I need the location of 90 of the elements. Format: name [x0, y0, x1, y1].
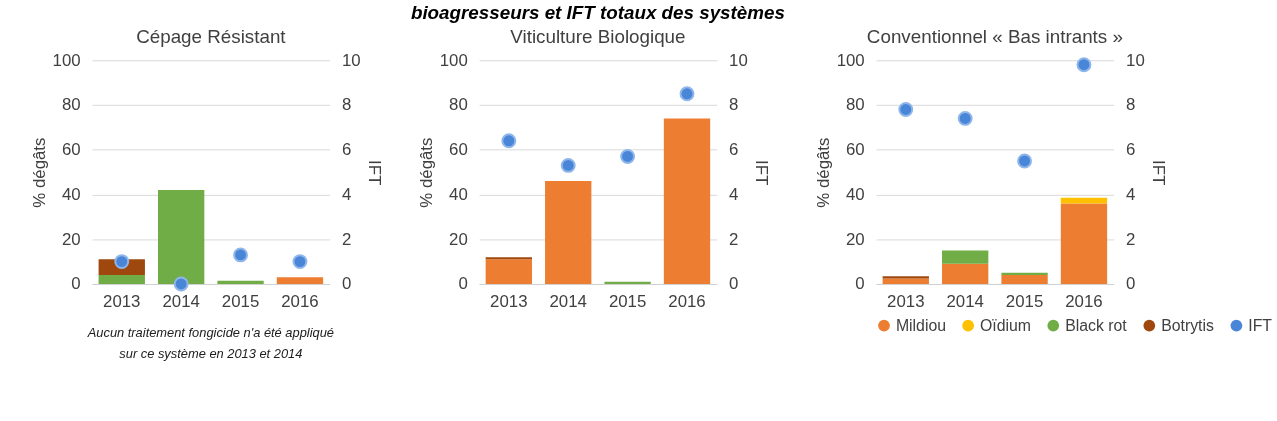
y-tick-label: 60: [845, 140, 865, 160]
bar: [1060, 203, 1108, 284]
y2-tick-label: 8: [342, 95, 352, 115]
y2-tick-label: 2: [729, 229, 739, 249]
point: [114, 254, 130, 270]
y-tick-label: 80: [845, 95, 865, 115]
point: [501, 133, 517, 149]
y-tick-label: 100: [52, 50, 81, 70]
chart-title: bioagresseurs et IFT totaux des systèmes: [410, 1, 785, 23]
y-tick-label: 0: [855, 274, 865, 294]
x-tick-label: 2016: [668, 292, 706, 312]
y2-tick-label: 0: [342, 274, 352, 294]
y-tick-label: 20: [845, 229, 865, 249]
y-tick-label: 20: [449, 229, 468, 249]
point: [173, 276, 189, 292]
y2-tick-label: 6: [1126, 140, 1136, 160]
y-tick-label: 0: [458, 274, 468, 294]
legend-label: Black rot: [1065, 316, 1128, 334]
y2-tick-label: 2: [1126, 229, 1136, 249]
y-tick-label: 40: [449, 184, 468, 204]
legend-label: Mildiou: [895, 316, 947, 334]
x-tick-label: 2016: [1065, 292, 1103, 312]
point: [679, 86, 695, 102]
y-tick-label: 40: [61, 184, 81, 204]
y2-tick-label: 10: [729, 50, 748, 70]
point: [620, 149, 636, 164]
bar: [545, 181, 592, 284]
x-tick-label: 2014: [946, 292, 984, 312]
y-tick-label: 60: [449, 140, 468, 160]
y2-tick-label: 4: [1126, 184, 1136, 204]
y-axis-title: % dégâts: [813, 137, 833, 208]
bar: [98, 275, 145, 284]
y-tick-label: 0: [71, 274, 81, 294]
point: [1017, 153, 1033, 169]
bar: [604, 281, 651, 284]
y-tick-label: 100: [836, 50, 865, 70]
y-tick-label: 80: [61, 95, 81, 115]
point: [292, 254, 308, 270]
y2-tick-label: 10: [342, 50, 361, 70]
chart-subtitle: Conventionnel « Bas intrants »: [866, 26, 1123, 48]
y2-tick-label: 0: [729, 274, 739, 294]
y-axis-title: % dégâts: [29, 137, 49, 208]
y-tick-label: 80: [449, 95, 468, 115]
y-tick-label: 100: [439, 50, 468, 70]
y2-axis-title: IFT: [751, 160, 771, 186]
y2-tick-label: 6: [729, 140, 739, 160]
y2-tick-label: 4: [729, 184, 739, 204]
bar: [485, 259, 532, 284]
text: Aucun traitement fongicide n'a été appliqué sur ce système en 2013 et 2014: [86, 325, 334, 362]
point: [898, 102, 914, 117]
y2-tick-label: 2: [342, 229, 352, 249]
point: [233, 247, 248, 263]
y-tick-label: 40: [845, 184, 865, 204]
x-tick-label: 2015: [221, 292, 260, 312]
y-axis-title: % dégâts: [416, 137, 436, 208]
bar: [1001, 272, 1048, 276]
x-tick-label: 2015: [1005, 292, 1044, 312]
legend-label: Botrytis: [1161, 316, 1215, 334]
x-tick-label: 2013: [887, 292, 925, 312]
y2-tick-label: 8: [729, 95, 739, 115]
legend-label: Oïdium: [980, 316, 1032, 334]
y-tick-label: 20: [61, 229, 81, 249]
x-tick-label: 2014: [162, 292, 200, 312]
y2-tick-label: 4: [342, 184, 352, 204]
y-tick-label: 60: [61, 140, 81, 160]
bar: [217, 280, 264, 284]
chart-subtitle: Viticulture Biologique: [510, 26, 686, 48]
x-tick-label: 2013: [490, 292, 528, 312]
point: [957, 111, 973, 126]
x-tick-label: 2015: [608, 292, 647, 312]
chart-subtitle: Cépage Résistant: [136, 26, 287, 48]
y2-tick-label: 8: [1126, 95, 1136, 115]
y2-tick-label: 0: [1126, 274, 1136, 294]
bar: [882, 278, 929, 284]
legend-label: IFT: [1248, 316, 1273, 334]
x-tick-label: 2013: [103, 292, 141, 312]
bar: [157, 190, 205, 284]
x-tick-label: 2014: [549, 292, 587, 312]
x-tick-label: 2016: [281, 292, 319, 312]
bar: [663, 118, 711, 284]
y2-tick-label: 6: [342, 140, 352, 160]
point: [1076, 57, 1092, 73]
point: [560, 157, 576, 173]
bar: [1001, 275, 1048, 284]
y2-axis-title: IFT: [1148, 160, 1168, 186]
y2-tick-label: 10: [1126, 50, 1145, 70]
bar: [942, 263, 989, 284]
y2-axis-title: IFT: [364, 160, 384, 186]
bar: [942, 250, 989, 264]
bar: [276, 277, 324, 284]
